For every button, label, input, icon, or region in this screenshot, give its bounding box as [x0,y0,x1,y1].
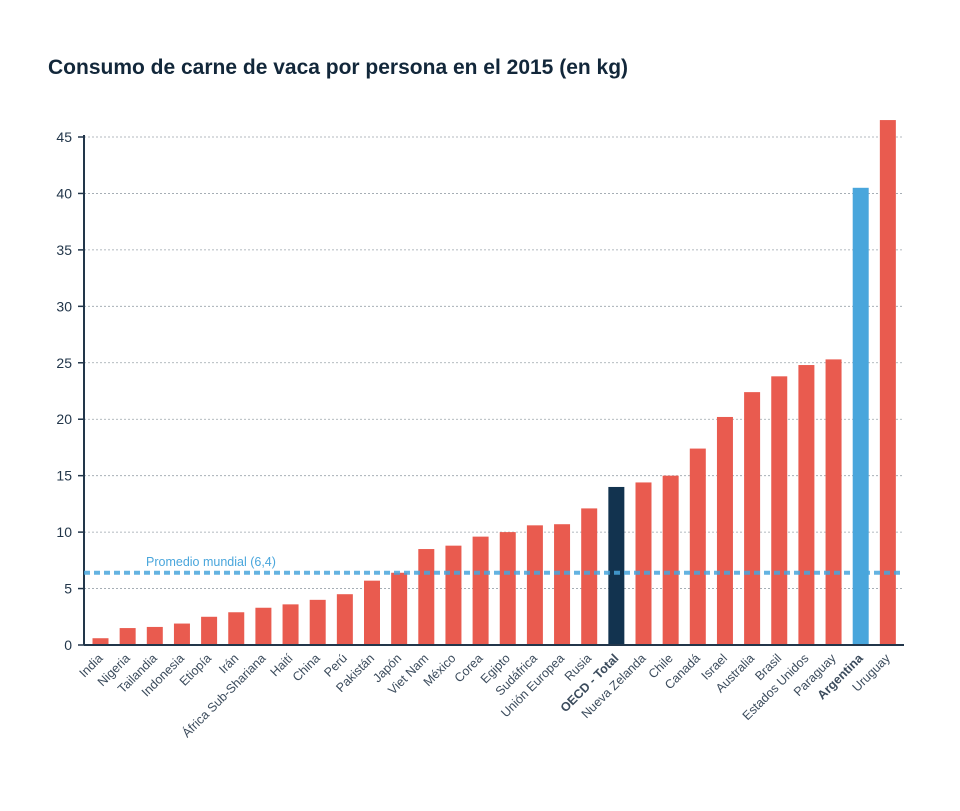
bar-18 [581,508,598,645]
bar-9 [336,594,353,645]
bar-15 [499,532,516,645]
bar-22 [689,448,706,645]
bar-1 [119,628,136,645]
gridlines [84,136,902,589]
bar-14 [472,536,489,645]
bar-27 [825,359,842,645]
y-tick-label-30: 30 [56,298,72,314]
bar-17 [554,524,571,645]
y-tick-label-15: 15 [56,468,72,484]
y-tick-label-0: 0 [64,637,72,653]
bar-8 [309,599,326,645]
bar-11 [391,572,408,645]
bar-23 [716,416,733,645]
category-label-8: China [290,651,323,684]
y-tick-label-20: 20 [56,411,72,427]
bar-12 [418,549,435,645]
y-tick-label-5: 5 [64,581,72,597]
y-tick-label-35: 35 [56,242,72,258]
bar-19 [608,486,625,645]
bar-16 [526,525,543,645]
bar-29 [879,120,896,646]
bar-0 [92,638,109,645]
y-tick-label-25: 25 [56,355,72,371]
bar-25 [771,376,788,645]
bar-13 [445,545,462,645]
bar-4 [201,616,218,645]
bar-28 [852,187,869,646]
bar-26 [798,365,815,645]
bar-24 [744,392,761,645]
bar-7 [282,604,299,645]
bar-5 [228,612,245,645]
bars [92,120,896,646]
axes: 0 5 10 15 20 25 30 35 40 45 [56,129,904,653]
y-tick-label-45: 45 [56,129,72,145]
reference-line: Promedio mundial (6,4) [84,555,902,575]
bar-10 [364,580,380,645]
bar-21 [662,475,679,645]
bar-2 [146,626,163,645]
bar-20 [635,482,652,645]
bar-3 [173,623,190,645]
bar-6 [255,607,272,645]
reference-line-label: Promedio mundial (6,4) [146,555,276,569]
chart-title: Consumo de carne de vaca por persona en … [48,56,629,79]
y-tick-label-10: 10 [56,524,72,540]
y-tick-label-40: 40 [56,185,72,201]
